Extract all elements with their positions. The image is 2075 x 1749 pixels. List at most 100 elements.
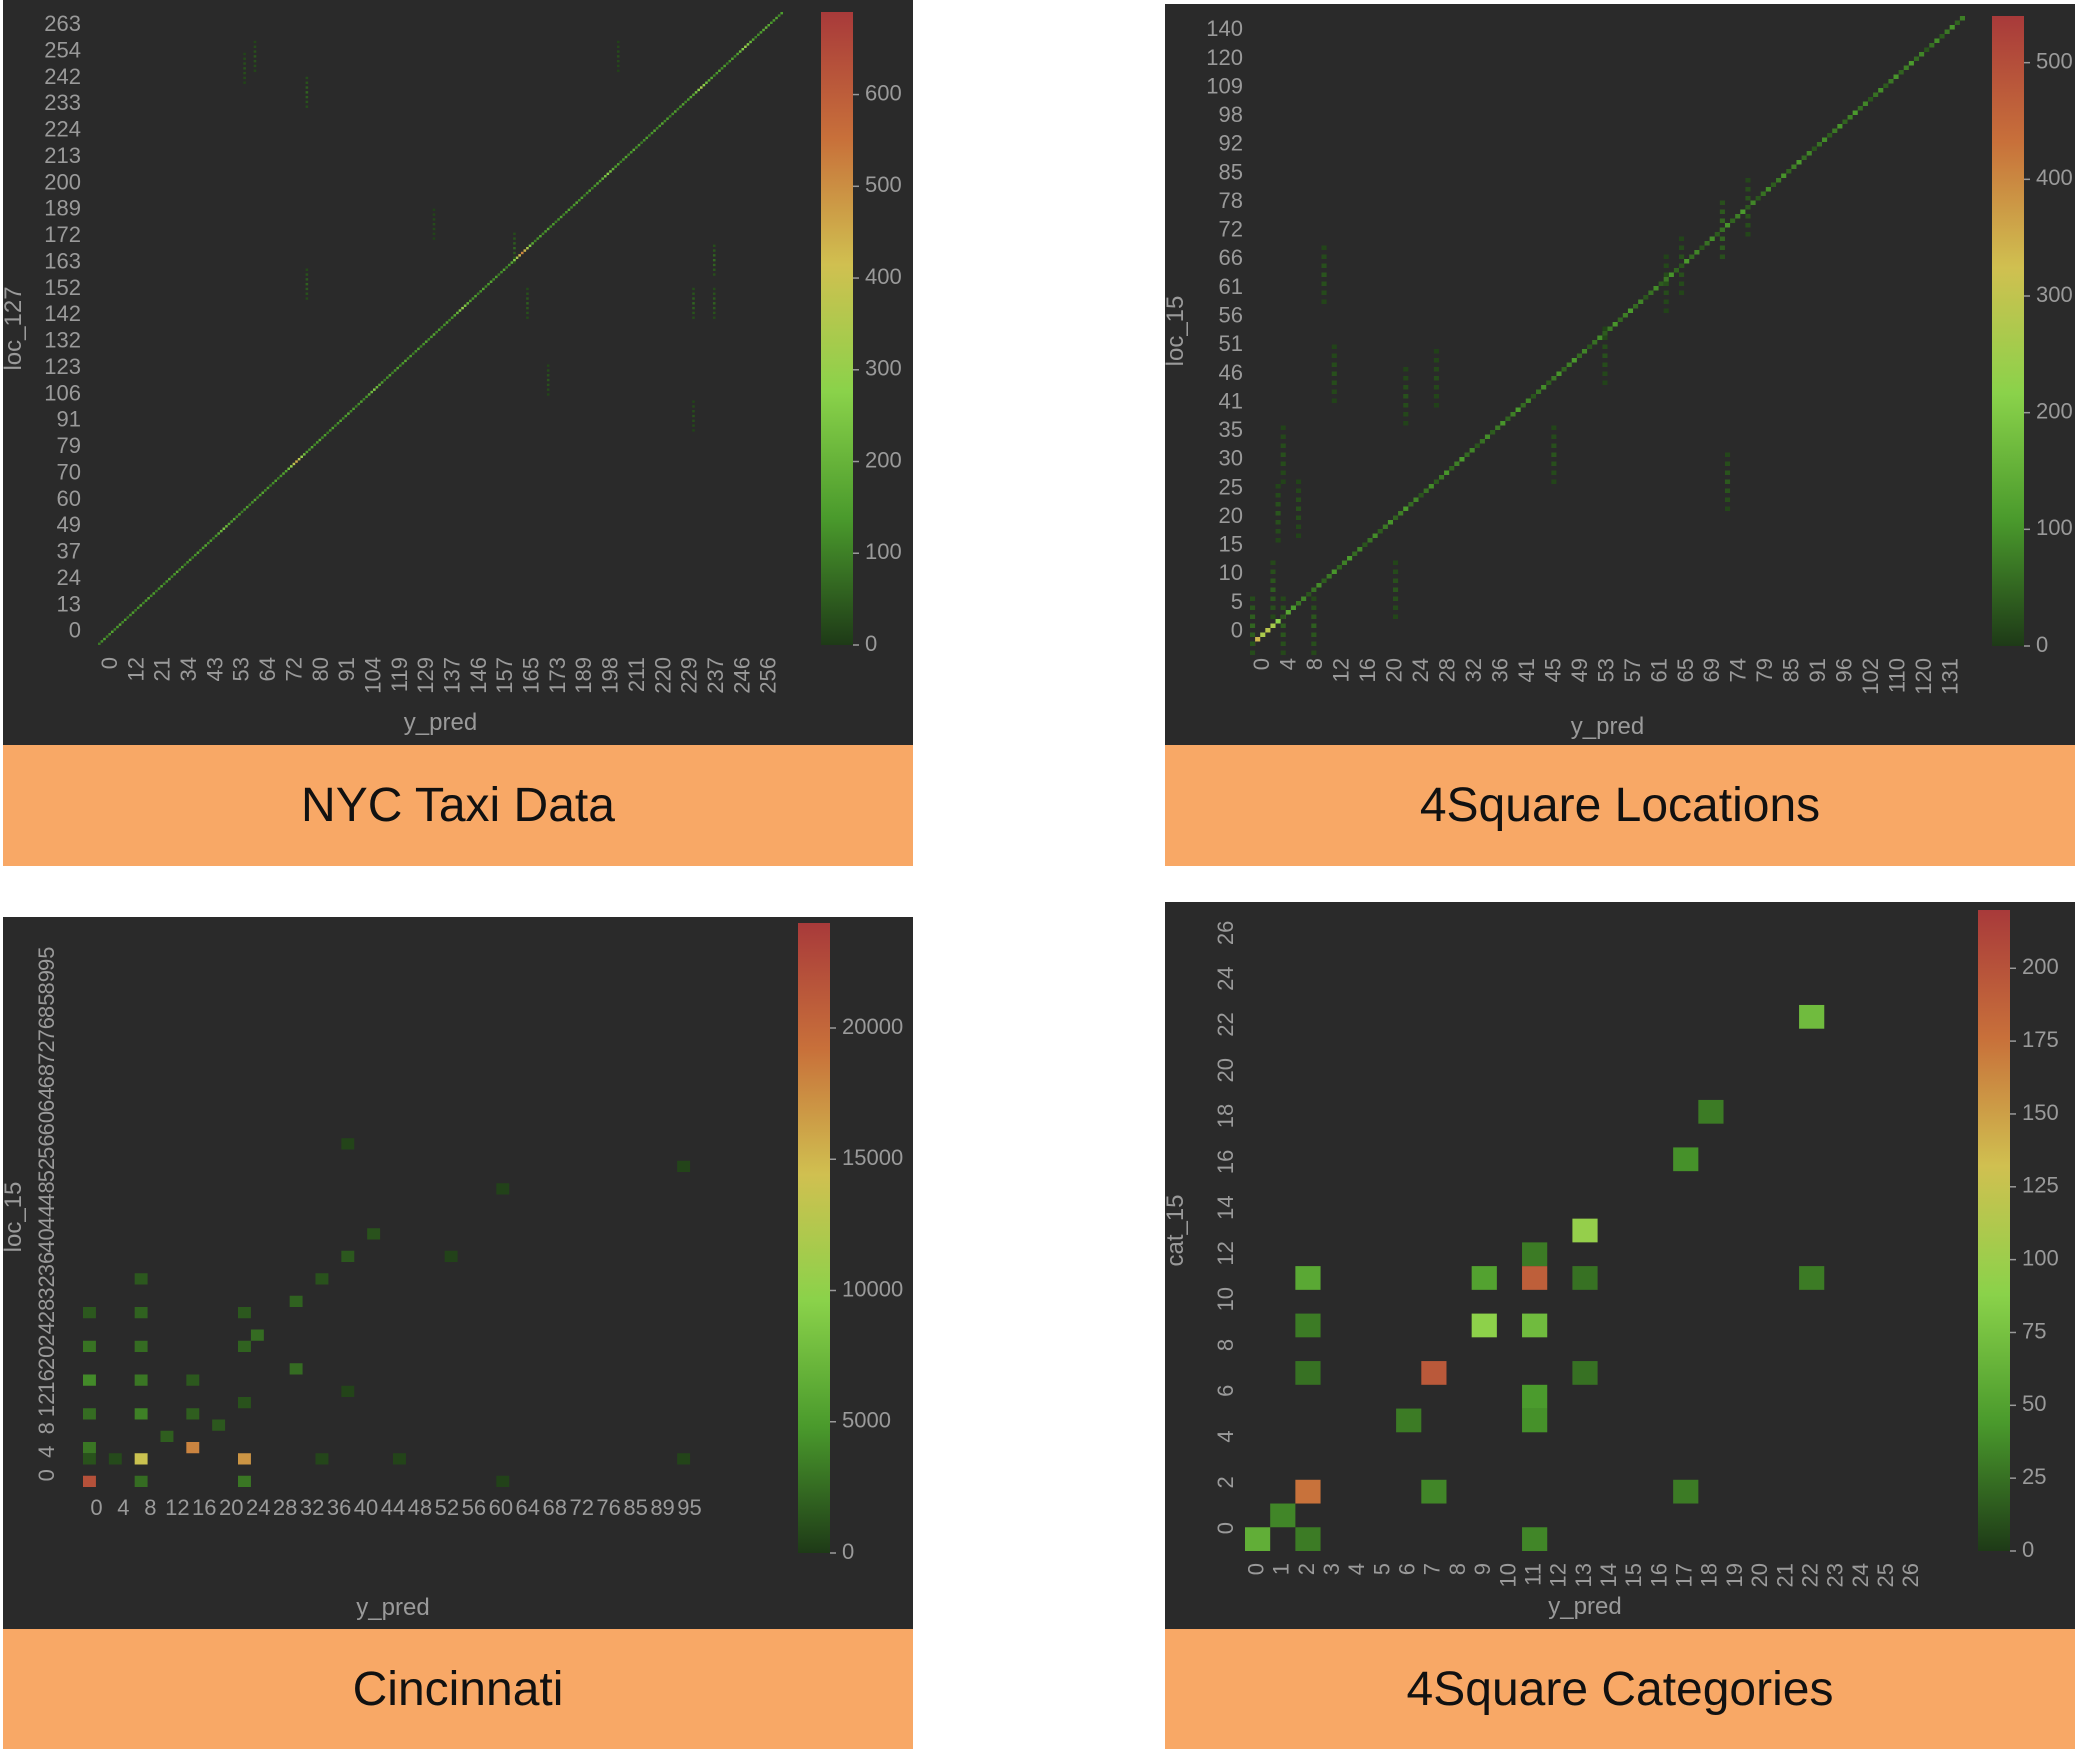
x-tick-label: 48 (408, 1495, 432, 1520)
heatmap-cell (658, 124, 662, 128)
heatmap-cell (712, 254, 716, 257)
x-tick-label: 60 (489, 1495, 513, 1520)
heatmap-cell (289, 1295, 303, 1307)
heatmap-cell (1270, 560, 1276, 565)
heatmap-cell (118, 623, 122, 626)
y-tick-label: 8 (1213, 1339, 1238, 1351)
heatmap-cell (1873, 92, 1879, 97)
x-tick-label: 64 (255, 657, 280, 681)
heatmap-cell (1939, 34, 1945, 39)
heatmap-cell (738, 50, 742, 53)
x-tick-label: 120 (1911, 658, 1936, 695)
heatmap-cell (1433, 479, 1439, 484)
y-tick-label: 254 (44, 37, 81, 62)
heatmap-cell (751, 38, 755, 41)
heatmap-cell (328, 429, 332, 432)
heatmap-cell (528, 244, 532, 247)
x-tick-label: 53 (1593, 658, 1618, 682)
heatmap-cell (253, 45, 257, 48)
heatmap-cell (1311, 587, 1317, 592)
x-tick-label: 3 (1319, 1563, 1344, 1575)
heatmap-cell (1321, 290, 1327, 295)
y-tick-label: 72 (34, 1040, 59, 1064)
heatmap-cell (245, 505, 249, 509)
heatmap-cell (251, 501, 254, 504)
x-tick-label: 7 (1420, 1563, 1445, 1575)
heatmap-cell (419, 345, 423, 348)
heatmap-cell (1311, 605, 1317, 610)
heatmap-cell (1663, 254, 1669, 259)
heatmap-cell (1791, 164, 1797, 169)
heatmap-cell (1745, 187, 1751, 192)
heatmap-cell (1347, 556, 1353, 561)
heatmap-cell (1602, 371, 1608, 376)
heatmap-cell (341, 1385, 355, 1397)
heatmap-cell (1255, 637, 1261, 642)
heatmap-cell (712, 311, 716, 315)
heatmap-cell (1321, 263, 1327, 268)
heatmap-cell (103, 637, 106, 641)
colorbar-tick-label: 15000 (842, 1145, 903, 1170)
heatmap-cell (253, 55, 257, 58)
x-tick-label: 36 (1487, 658, 1512, 682)
heatmap-cell (1403, 403, 1409, 408)
x-tick-label: 95 (677, 1495, 701, 1520)
heatmap-cell (1459, 457, 1465, 462)
heatmap-cell (715, 71, 719, 75)
x-tick-label: 104 (360, 657, 385, 694)
heatmap-cell (1295, 506, 1302, 511)
heatmap-cell (326, 431, 329, 434)
colorbar-tick-label: 300 (865, 356, 902, 381)
heatmap-cell (121, 621, 124, 624)
heatmap-cell (598, 179, 602, 183)
heatmap-cell (386, 376, 389, 379)
heatmap-cell (505, 266, 508, 269)
heatmap-cell (289, 1363, 303, 1375)
heatmap-cell (282, 472, 285, 475)
heatmap-cell (367, 1228, 381, 1240)
heatmap-cell (1311, 632, 1317, 637)
heatmap-cell (1765, 187, 1771, 192)
heatmap-cell (248, 503, 252, 506)
heatmap-cell (1433, 358, 1439, 363)
heatmap-cell (526, 297, 529, 300)
heatmap-cell (430, 335, 433, 339)
heatmap-cell (1673, 1147, 1699, 1172)
heatmap-cell (437, 328, 441, 331)
heatmap-cell (1949, 25, 1955, 30)
heatmap-cell (409, 354, 412, 358)
heatmap-cell (1576, 353, 1582, 358)
heatmap-cell (635, 146, 638, 149)
heatmap-cell (1730, 218, 1736, 223)
heatmap-cell (1572, 1266, 1598, 1290)
heatmap-cell (1250, 632, 1256, 637)
heatmap-cell (305, 292, 309, 295)
heatmap-cell (308, 448, 311, 451)
heatmap-cell (1954, 20, 1960, 25)
heatmap-cell (1352, 551, 1358, 556)
heatmap-cell (83, 1374, 96, 1386)
y-tick-label: 140 (1206, 16, 1243, 41)
heatmap-cell (712, 249, 716, 252)
heatmap-cell (1551, 376, 1557, 381)
heatmap-cell (1673, 1479, 1699, 1504)
heatmap-cell (1295, 533, 1302, 538)
heatmap-cell (565, 211, 568, 214)
heatmap-cell (398, 364, 402, 367)
heatmap-cell (243, 71, 246, 75)
heatmap-cell (494, 275, 498, 279)
x-tick-label: 20 (1747, 1563, 1772, 1587)
heatmap-cell (629, 151, 633, 154)
heatmap-cell (313, 443, 316, 446)
heatmap-cell (1913, 56, 1920, 61)
heatmap-cell (404, 359, 407, 363)
heatmap-cell (559, 215, 563, 219)
heatmap-cell (733, 55, 737, 58)
y-tick-label: 32 (34, 1275, 59, 1299)
heatmap-cell (1602, 344, 1608, 349)
heatmap-cell (1295, 497, 1302, 502)
heatmap-cell (1393, 587, 1399, 592)
heatmap-cell (1413, 497, 1419, 502)
heatmap-cell (1597, 335, 1603, 340)
heatmap-cell (1403, 421, 1409, 426)
